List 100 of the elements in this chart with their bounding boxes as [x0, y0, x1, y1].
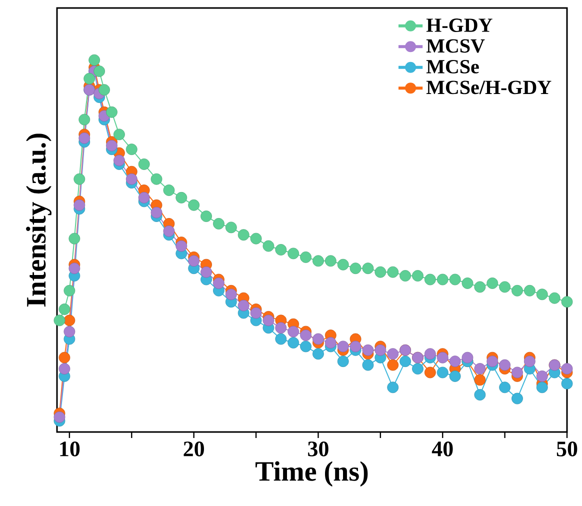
point [64, 326, 76, 338]
legend-label: MCSV [426, 39, 485, 53]
point [499, 281, 511, 293]
point [106, 106, 118, 118]
x-tick-label: 40 [432, 442, 453, 456]
point [262, 314, 274, 326]
x-tick-label: 30 [308, 442, 328, 456]
point [512, 392, 523, 404]
point [374, 344, 386, 356]
point [524, 356, 536, 368]
x-tick-label: 10 [60, 442, 80, 456]
point [163, 225, 175, 237]
point [350, 340, 362, 352]
point [449, 370, 461, 382]
point [188, 255, 200, 267]
point [74, 173, 86, 185]
point [412, 363, 424, 374]
point [288, 337, 300, 348]
point [312, 255, 324, 267]
point [449, 356, 461, 368]
point [462, 278, 474, 289]
point [474, 374, 486, 386]
point [213, 278, 224, 289]
point [138, 192, 150, 204]
point [113, 154, 125, 166]
legend-label: H-GDY [426, 18, 492, 32]
point [176, 240, 188, 252]
point [225, 288, 237, 300]
point [424, 348, 436, 360]
point [337, 356, 349, 368]
point [188, 199, 200, 211]
point [499, 359, 511, 371]
point [400, 270, 411, 282]
point [88, 54, 100, 66]
point [436, 366, 448, 378]
point [462, 352, 474, 364]
point [58, 363, 70, 374]
point [412, 270, 424, 282]
point [486, 278, 498, 289]
point [337, 258, 349, 270]
point [512, 366, 523, 378]
point [300, 340, 312, 352]
point [561, 378, 573, 390]
point [238, 300, 250, 312]
x-axis-title: Time (ns) [256, 461, 368, 487]
point [312, 348, 324, 360]
point [64, 314, 76, 326]
point [213, 218, 224, 230]
point [474, 363, 486, 374]
point [512, 284, 523, 296]
point [374, 266, 386, 278]
point [387, 266, 399, 278]
point [486, 356, 498, 368]
point [275, 322, 287, 334]
point [387, 359, 399, 371]
point [98, 84, 110, 96]
point [54, 411, 66, 423]
y-axis-title: Intensity (a.u.) [26, 134, 52, 307]
point [350, 262, 362, 274]
point [200, 210, 212, 222]
point [300, 330, 312, 341]
point [275, 244, 287, 256]
point [499, 382, 511, 394]
point [449, 274, 461, 286]
point [250, 232, 262, 244]
point [536, 370, 548, 382]
point [474, 389, 486, 401]
point [362, 359, 374, 371]
point [68, 232, 80, 244]
point [424, 366, 436, 378]
point [94, 66, 105, 77]
point [548, 292, 560, 304]
point [150, 173, 162, 185]
point [288, 248, 300, 260]
point [400, 356, 411, 368]
point [84, 72, 96, 84]
point [126, 173, 138, 185]
point [288, 326, 300, 338]
point [126, 144, 138, 156]
point [58, 352, 70, 364]
point [387, 382, 399, 394]
legend-label: MCSe/H-GDY [426, 80, 552, 94]
point [362, 344, 374, 356]
point [536, 288, 548, 300]
point [561, 296, 573, 308]
point [250, 307, 262, 319]
point [176, 192, 188, 204]
point [275, 333, 287, 345]
point [436, 274, 448, 286]
point [312, 333, 324, 345]
point [58, 304, 70, 315]
legend-label: MCSe [426, 60, 479, 74]
point [64, 284, 76, 296]
point [238, 229, 250, 241]
point [113, 128, 125, 140]
point [536, 382, 548, 394]
x-tick-label: 50 [556, 442, 578, 456]
point [324, 337, 336, 348]
point [561, 363, 573, 374]
point [200, 266, 212, 278]
